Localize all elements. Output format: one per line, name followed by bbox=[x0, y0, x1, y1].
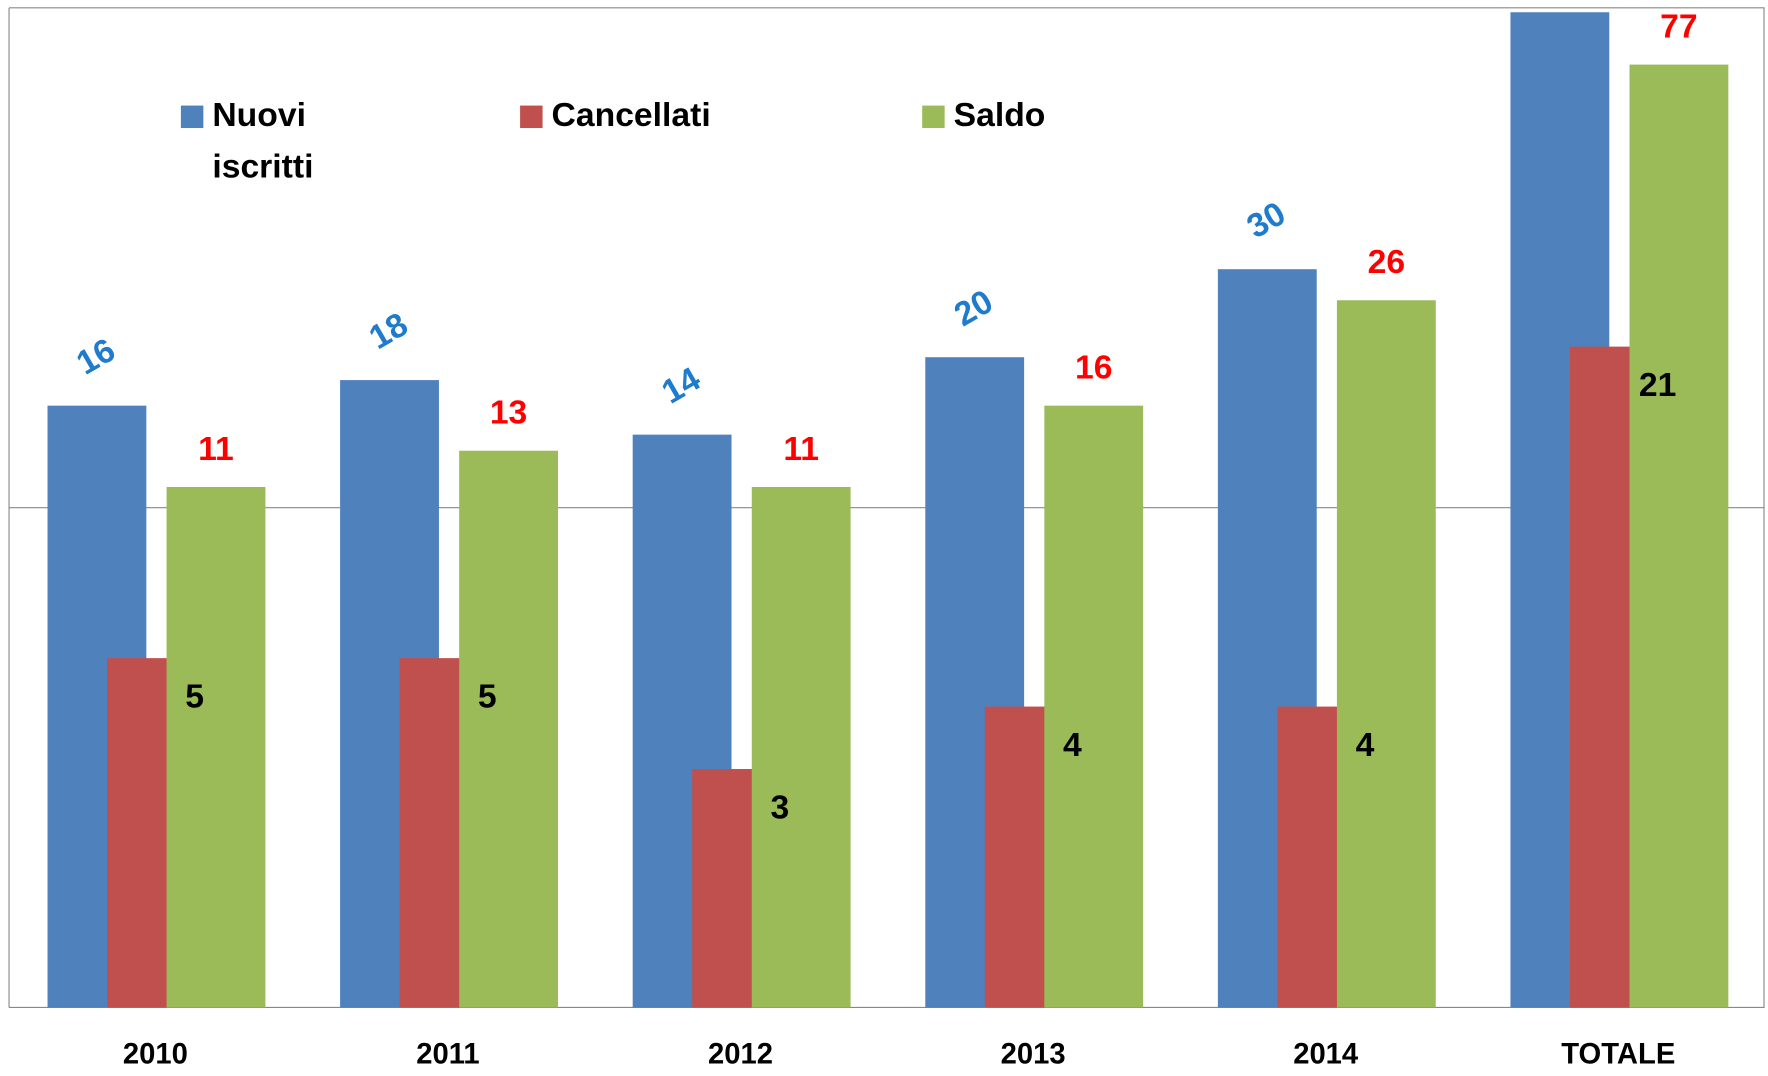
legend-item: Cancellati bbox=[551, 96, 711, 134]
x-tick-label: 2012 bbox=[708, 1039, 773, 1071]
bar bbox=[1044, 405, 1144, 1008]
bar bbox=[459, 450, 558, 1008]
data-label: 16 bbox=[1075, 350, 1112, 387]
bar bbox=[166, 486, 266, 1008]
data-label: 77 bbox=[1660, 9, 1697, 46]
legend-swatch bbox=[922, 105, 945, 129]
x-tick-label: 2010 bbox=[123, 1039, 188, 1071]
data-label: 30 bbox=[1241, 195, 1292, 246]
data-label: 26 bbox=[1368, 244, 1405, 281]
data-label: 4 bbox=[1063, 727, 1082, 764]
x-tick-label: 2011 bbox=[416, 1039, 479, 1071]
data-label: 18 bbox=[363, 306, 414, 357]
data-label: 16 bbox=[71, 332, 122, 383]
data-label: 21 bbox=[1639, 367, 1676, 404]
data-label: 11 bbox=[783, 431, 819, 468]
legend-swatch bbox=[520, 105, 543, 129]
data-label: 3 bbox=[770, 789, 789, 826]
data-label: 11 bbox=[198, 431, 234, 468]
data-label: 5 bbox=[478, 678, 497, 715]
data-label: 4 bbox=[1356, 727, 1375, 764]
legend-swatch bbox=[180, 105, 204, 129]
x-tick-label: 2013 bbox=[1001, 1039, 1066, 1071]
legend-item: Nuovi iscritti bbox=[212, 96, 314, 186]
bar bbox=[1336, 300, 1436, 1008]
data-label: 14 bbox=[656, 361, 707, 412]
data-label: 5 bbox=[185, 678, 204, 715]
data-label: 13 bbox=[490, 395, 527, 432]
bar bbox=[751, 486, 851, 1008]
bar bbox=[1629, 64, 1729, 1008]
legend-label: Cancellati bbox=[551, 96, 711, 134]
data-label: 20 bbox=[948, 283, 999, 334]
legend-label: Nuovi iscritti bbox=[212, 96, 314, 186]
x-tick-label: 2014 bbox=[1293, 1039, 1359, 1071]
legend-item: Saldo bbox=[953, 96, 1046, 134]
legend-label: Saldo bbox=[953, 96, 1046, 134]
x-tick-label: TOTALE bbox=[1561, 1039, 1675, 1071]
